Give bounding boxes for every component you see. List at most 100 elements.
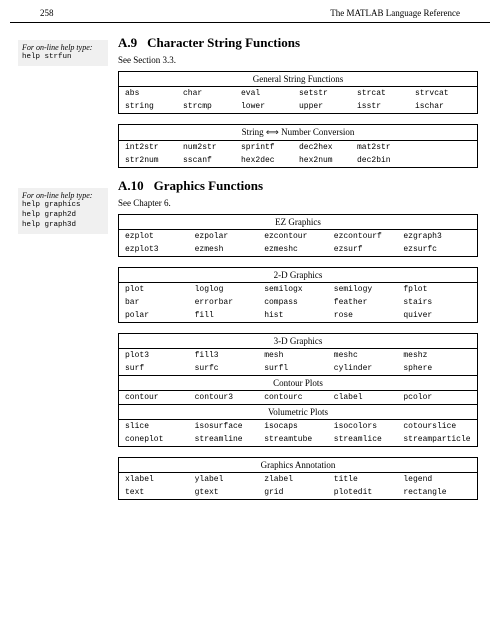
table-row: text gtext grid plotedit rectangle bbox=[119, 486, 477, 499]
fn: ezplot bbox=[125, 232, 193, 241]
fn: mesh bbox=[264, 351, 332, 360]
fn: dec2hex bbox=[299, 143, 355, 152]
fn: str2num bbox=[125, 156, 181, 165]
fn: mat2str bbox=[357, 143, 413, 152]
fn: coneplot bbox=[125, 435, 193, 444]
fn: text bbox=[125, 488, 193, 497]
fn: isocaps bbox=[264, 422, 332, 431]
table-row: polar fill hist rose quiver bbox=[119, 309, 477, 322]
fn: surfc bbox=[195, 364, 263, 373]
page-number: 258 bbox=[40, 8, 54, 18]
fn: quiver bbox=[403, 311, 471, 320]
fn: abs bbox=[125, 89, 181, 98]
table-title: EZ Graphics bbox=[119, 215, 477, 230]
hint-title: For on-line help type: bbox=[22, 43, 104, 53]
table-row: str2num sscanf hex2dec hex2num dec2bin bbox=[119, 154, 477, 167]
table-subtitle: Contour Plots bbox=[119, 375, 477, 391]
fn: ylabel bbox=[195, 475, 263, 484]
table-string-num: String ⟺ Number Conversion int2str num2s… bbox=[118, 124, 478, 168]
table-2d-graphics: 2-D Graphics plot loglog semilogx semilo… bbox=[118, 267, 478, 323]
fn: int2str bbox=[125, 143, 181, 152]
fn: ezmesh bbox=[195, 245, 263, 254]
table-row: plot loglog semilogx semilogy fplot bbox=[119, 283, 477, 296]
fn: char bbox=[183, 89, 239, 98]
fn: fplot bbox=[403, 285, 471, 294]
table-row: xlabel ylabel zlabel title legend bbox=[119, 473, 477, 486]
section-a9-see: See Section 3.3. bbox=[118, 55, 478, 65]
fn: contour bbox=[125, 393, 193, 402]
fn: meshz bbox=[403, 351, 471, 360]
hint-cmd: help graph2d bbox=[22, 211, 104, 221]
fn: cylinder bbox=[334, 364, 402, 373]
fn: ezplot3 bbox=[125, 245, 193, 254]
fn: contour3 bbox=[195, 393, 263, 402]
fn: surf bbox=[125, 364, 193, 373]
table-title: 2-D Graphics bbox=[119, 268, 477, 283]
fn: ezcontour bbox=[264, 232, 332, 241]
section-num: A.10 bbox=[118, 178, 144, 193]
fn: isstr bbox=[357, 102, 413, 111]
table-title: Graphics Annotation bbox=[119, 458, 477, 473]
table-graphics-annotation: Graphics Annotation xlabel ylabel zlabel… bbox=[118, 457, 478, 500]
section-a10: A.10Graphics Functions See Chapter 6. EZ… bbox=[118, 178, 478, 500]
table-row: coneplot streamline streamtube streamlic… bbox=[119, 433, 477, 446]
fn: hist bbox=[264, 311, 332, 320]
page-header: 258 The MATLAB Language Reference bbox=[10, 0, 490, 23]
section-a9: A.9 Character String Functions See Sectio… bbox=[118, 35, 478, 168]
table-ez-graphics: EZ Graphics ezplot ezpolar ezcontour ezc… bbox=[118, 214, 478, 257]
fn: loglog bbox=[195, 285, 263, 294]
table-row: bar errorbar compass feather stairs bbox=[119, 296, 477, 309]
fn: sscanf bbox=[183, 156, 239, 165]
fn: rectangle bbox=[403, 488, 471, 497]
fn: cotourslice bbox=[403, 422, 471, 431]
fn: errorbar bbox=[195, 298, 263, 307]
sidebar-help-a10: For on-line help type: help graphics hel… bbox=[18, 188, 108, 234]
fn: sphere bbox=[403, 364, 471, 373]
hint-cmd: help graphics bbox=[22, 201, 104, 211]
fn: semilogy bbox=[334, 285, 402, 294]
fn: zlabel bbox=[264, 475, 332, 484]
fn: upper bbox=[299, 102, 355, 111]
fn: rose bbox=[334, 311, 402, 320]
fn: ezpolar bbox=[195, 232, 263, 241]
fn: feather bbox=[334, 298, 402, 307]
fn: slice bbox=[125, 422, 193, 431]
fn: compass bbox=[264, 298, 332, 307]
fn: ezsurfc bbox=[403, 245, 471, 254]
table-row: ezplot3 ezmesh ezmeshc ezsurf ezsurfc bbox=[119, 243, 477, 256]
hint-cmd: help strfun bbox=[22, 53, 104, 63]
fn: hex2num bbox=[299, 156, 355, 165]
fn bbox=[415, 156, 471, 165]
fn: ischar bbox=[415, 102, 471, 111]
table-row: surf surfc surfl cylinder sphere bbox=[119, 362, 477, 375]
fn: ezcontourf bbox=[334, 232, 402, 241]
table-3d-graphics: 3-D Graphics plot3 fill3 mesh meshc mesh… bbox=[118, 333, 478, 447]
fn: ezgraph3 bbox=[403, 232, 471, 241]
fn: num2str bbox=[183, 143, 239, 152]
table-title: String ⟺ Number Conversion bbox=[119, 125, 477, 141]
fn: plotedit bbox=[334, 488, 402, 497]
fn: hex2dec bbox=[241, 156, 297, 165]
section-a9-title: A.9 Character String Functions bbox=[118, 35, 478, 51]
fn: strvcat bbox=[415, 89, 471, 98]
fn: surfl bbox=[264, 364, 332, 373]
fn: streamtube bbox=[264, 435, 332, 444]
fn: xlabel bbox=[125, 475, 193, 484]
fn: polar bbox=[125, 311, 193, 320]
table-row: abs char eval setstr strcat strvcat bbox=[119, 87, 477, 100]
fn: streamparticles bbox=[403, 435, 471, 444]
fn: lower bbox=[241, 102, 297, 111]
fn: plot3 bbox=[125, 351, 193, 360]
fn: fill3 bbox=[195, 351, 263, 360]
section-num: A.9 bbox=[118, 35, 137, 50]
fn bbox=[415, 143, 471, 152]
fn: dec2bin bbox=[357, 156, 413, 165]
fn: streamlice bbox=[334, 435, 402, 444]
fn: clabel bbox=[334, 393, 402, 402]
fn: bar bbox=[125, 298, 193, 307]
hint-cmd: help graph3d bbox=[22, 221, 104, 231]
fn: isocolors bbox=[334, 422, 402, 431]
table-row: string strcmp lower upper isstr ischar bbox=[119, 100, 477, 113]
table-title: General String Functions bbox=[119, 72, 477, 87]
section-name: Character String Functions bbox=[147, 35, 300, 50]
